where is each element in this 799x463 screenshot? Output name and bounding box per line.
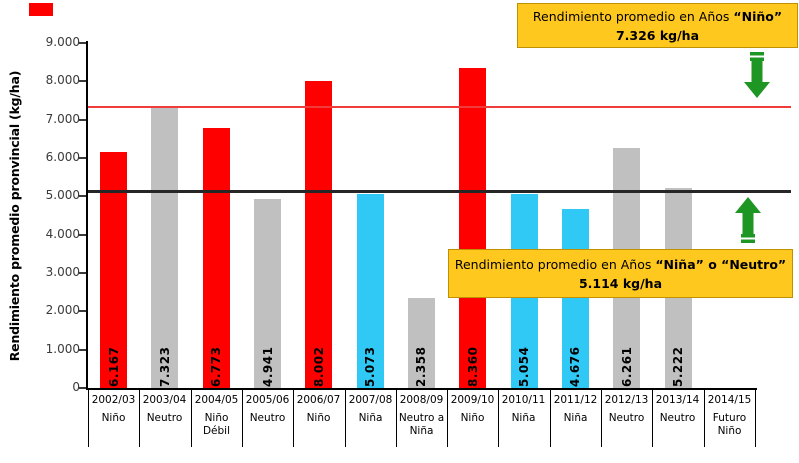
y-tick-mark bbox=[79, 387, 86, 389]
bar-value-label: 6.261 bbox=[620, 346, 634, 387]
nino-annotation-value: 7.326 kg/ha bbox=[615, 27, 700, 43]
bar bbox=[562, 209, 589, 388]
bar-value-label: 6.773 bbox=[209, 346, 223, 387]
category-year-label: 2005/06 bbox=[245, 394, 290, 406]
bar-value-label: 5.073 bbox=[363, 346, 377, 387]
y-tick-mark bbox=[79, 195, 86, 198]
nina-annotation-text: Rendimiento promedio en Años “Niña” o “N… bbox=[454, 256, 787, 272]
column-divider bbox=[601, 389, 602, 447]
column-divider bbox=[191, 389, 192, 447]
category-year-label: 2002/03 bbox=[91, 394, 136, 406]
category-year-label: 2009/10 bbox=[450, 394, 495, 406]
y-axis-title: Rendimiento promedio pronvincial (kg/ha) bbox=[7, 70, 22, 362]
y-tick-label: 7.000 bbox=[45, 111, 80, 126]
average-line-promedio_nino bbox=[88, 106, 791, 108]
category-year-label: 2006/07 bbox=[296, 394, 341, 406]
red-marker bbox=[29, 3, 53, 16]
bar-value-label: 2.358 bbox=[414, 346, 428, 387]
nino-average-annotation: Rendimiento promedio en Años “Niño” 7.32… bbox=[517, 3, 798, 48]
category-year-label: 2004/05 bbox=[194, 394, 239, 406]
category-condition-label: Niña bbox=[563, 412, 588, 424]
bar-value-label: 5.054 bbox=[517, 346, 531, 387]
bar-value-label: 4.941 bbox=[261, 346, 275, 387]
column-divider bbox=[293, 389, 294, 447]
y-tick-mark bbox=[79, 233, 86, 236]
column-divider bbox=[139, 389, 140, 447]
bar bbox=[408, 298, 435, 388]
category-year-label: 2011/12 bbox=[553, 394, 598, 406]
y-tick-mark bbox=[79, 310, 86, 313]
category-year-label: 2013/14 bbox=[655, 394, 700, 406]
y-tick-mark bbox=[79, 157, 86, 159]
column-divider bbox=[550, 389, 551, 447]
bar bbox=[459, 68, 486, 388]
category-condition-label: Neutro a Niña bbox=[398, 412, 445, 437]
column-divider bbox=[345, 389, 346, 447]
bar bbox=[151, 107, 178, 388]
bar bbox=[254, 199, 281, 388]
y-tick-label: 0 bbox=[72, 380, 80, 394]
category-year-label: 2003/04 bbox=[142, 394, 187, 406]
category-condition-label: Niño Débil bbox=[202, 412, 231, 437]
category-year-label: 2014/15 bbox=[707, 394, 752, 406]
green-arrow-down-icon bbox=[744, 52, 770, 98]
category-condition-label: Neutro bbox=[659, 412, 696, 424]
category-condition-label: Niño bbox=[460, 412, 485, 424]
column-divider bbox=[242, 389, 243, 447]
y-tick-mark bbox=[79, 118, 86, 121]
column-divider bbox=[447, 389, 448, 447]
y-tick-label: 4.000 bbox=[45, 226, 80, 241]
bar-value-label: 4.676 bbox=[568, 346, 582, 387]
column-divider bbox=[652, 389, 653, 447]
average-line-promedio_nina_neutro bbox=[88, 190, 791, 193]
category-condition-label: Niña bbox=[358, 412, 383, 424]
category-year-label: 2008/09 bbox=[399, 394, 444, 406]
y-tick-label: 3.000 bbox=[45, 265, 80, 279]
category-year-label: 2010/11 bbox=[501, 394, 546, 406]
category-condition-label: Neutro bbox=[146, 412, 183, 424]
category-condition-label: Niña bbox=[511, 412, 536, 424]
category-year-label: 2012/13 bbox=[604, 394, 649, 406]
category-year-label: 2007/08 bbox=[348, 394, 393, 406]
y-tick-label: 6.000 bbox=[45, 150, 80, 164]
y-tick-label: 5.000 bbox=[45, 188, 80, 203]
y-tick-mark bbox=[79, 272, 86, 274]
column-divider bbox=[88, 389, 89, 447]
column-divider bbox=[396, 389, 397, 447]
nino-annotation-text: Rendimiento promedio en Años “Niño” bbox=[532, 8, 783, 24]
bar-value-label: 5.222 bbox=[671, 346, 685, 387]
y-tick-mark bbox=[79, 80, 86, 83]
bar bbox=[305, 81, 332, 388]
green-arrow-up-icon bbox=[735, 197, 761, 243]
bar-value-label: 8.002 bbox=[312, 346, 326, 387]
category-condition-label: Niño bbox=[101, 412, 126, 424]
y-axis-line bbox=[86, 41, 88, 390]
bar-value-label: 7.323 bbox=[158, 346, 172, 387]
y-tick-label: 2.000 bbox=[45, 303, 80, 318]
nina-annotation-value: 5.114 kg/ha bbox=[578, 275, 663, 291]
nina-neutro-average-annotation: Rendimiento promedio en Años “Niña” o “N… bbox=[448, 249, 793, 298]
column-divider bbox=[755, 389, 756, 447]
category-condition-label: Niño bbox=[306, 412, 331, 424]
y-tick-label: 1.000 bbox=[45, 341, 80, 356]
x-axis-line bbox=[86, 388, 757, 390]
y-tick-label: 9.000 bbox=[45, 35, 80, 49]
column-divider bbox=[704, 389, 705, 447]
category-condition-label: Futuro Niño bbox=[712, 412, 747, 437]
y-tick-label: 8.000 bbox=[45, 73, 80, 88]
column-divider bbox=[498, 389, 499, 447]
bar bbox=[357, 194, 384, 388]
bar bbox=[203, 128, 230, 388]
y-tick-mark bbox=[79, 42, 86, 44]
bar-value-label: 8.360 bbox=[466, 346, 480, 387]
bar-value-label: 6.167 bbox=[107, 346, 121, 387]
category-condition-label: Neutro bbox=[608, 412, 645, 424]
y-tick-mark bbox=[79, 348, 86, 351]
category-condition-label: Neutro bbox=[249, 412, 286, 424]
